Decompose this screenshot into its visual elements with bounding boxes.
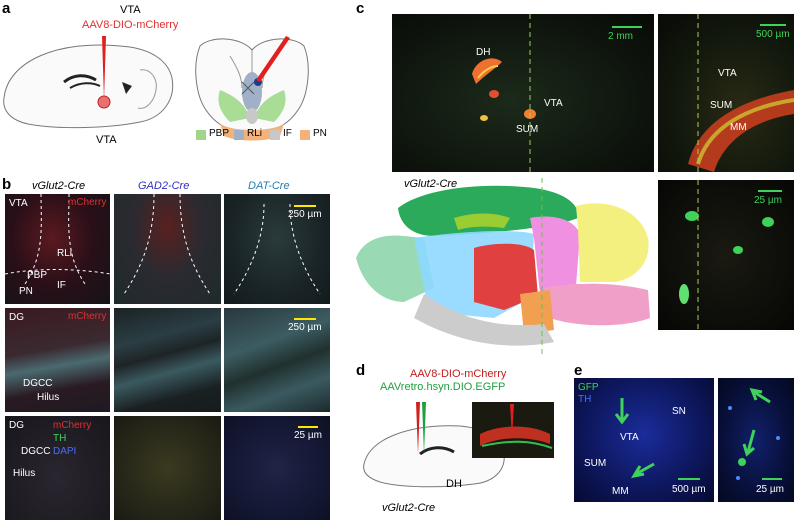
micrograph-c-detail: 25 µm — [658, 180, 794, 330]
column-header-vglut2: vGlut2-Cre — [32, 180, 86, 192]
b-region-pn: PN — [19, 286, 33, 297]
panel-a-virus: AAV8-DIO-mCherry — [82, 19, 179, 31]
c-label-sum: SUM — [516, 124, 539, 135]
micrograph-gad2-vta — [114, 194, 221, 304]
b-row1-stain: mCherry — [68, 197, 107, 208]
b-row2-region: DG — [9, 312, 24, 323]
b-row3-dgcc: DGCC — [21, 446, 51, 457]
panel-label-d: d — [356, 362, 366, 379]
c-label-dh: DH — [476, 47, 491, 58]
column-header-dat: DAT-Cre — [248, 180, 290, 192]
b-row1-scale: 250 µm — [288, 209, 322, 220]
c-label-vta: VTA — [544, 98, 563, 109]
b-row2-stain: mCherry — [68, 311, 107, 322]
panel-a-site-label: VTA — [96, 134, 117, 146]
e-stain-gfp: GFP — [578, 382, 599, 393]
micrograph-gad2-dg — [114, 308, 221, 412]
b-row3-scalebar — [298, 426, 318, 428]
d-site-label: DH — [446, 478, 462, 490]
b-row2-dgcc: DGCC — [23, 378, 53, 389]
c-zoom-label-vta: VTA — [718, 68, 737, 79]
panel-label-c: c — [356, 0, 365, 17]
micrograph-c-zoom: VTA SUM MM 500 µm — [658, 14, 794, 172]
b-row3-scale: 25 µm — [294, 430, 322, 441]
b-row2-scalebar — [294, 318, 316, 320]
column-header-gad2: GAD2-Cre — [138, 180, 190, 192]
e-stain-th: TH — [578, 394, 592, 405]
b-row2-hilus: Hilus — [37, 392, 60, 403]
micrograph-c-overview: DH VTA SUM 2 mm — [392, 14, 654, 172]
panel-a-title: VTA — [120, 4, 141, 16]
b-region-rli: RLi — [57, 248, 73, 259]
c-zoom-scale: 500 µm — [756, 29, 790, 40]
c-zoom-scalebar — [760, 24, 786, 26]
b-row1-region: VTA — [9, 198, 28, 209]
panel-label-b: b — [2, 176, 12, 193]
legend-label-rli: RLi — [247, 128, 263, 139]
b-row3-stain-th: TH — [53, 433, 67, 444]
e-label-sum: SUM — [584, 458, 607, 469]
c-zoom-label-sum: SUM — [710, 100, 733, 111]
e-label-sn: SN — [672, 406, 686, 417]
e-label-vta: VTA — [620, 432, 639, 443]
panel-label-a: a — [2, 0, 11, 17]
legend-swatch-if — [270, 130, 280, 140]
micrograph-dat-dg-th: 25 µm — [224, 416, 330, 520]
brain-atlas-sagittal — [356, 178, 650, 358]
e-label-mm: MM — [612, 486, 629, 497]
micrograph-gad2-dg-th — [114, 416, 221, 520]
micrograph-vglut2-dg-th: DG mCherry TH DAPI DGCC Hilus — [5, 416, 110, 520]
micrograph-vglut2-vta: VTA RLi PBP IF PN — [5, 194, 110, 304]
b-row1-scalebar — [294, 205, 316, 207]
e-scale-2: 25 µm — [756, 484, 784, 495]
e-overview-scalebar — [678, 478, 700, 480]
e-detail-scalebar — [762, 478, 782, 480]
micrograph-e-overview: GFP TH SN VTA SUM MM 500 µm — [574, 378, 714, 502]
legend-swatch-rli — [234, 130, 244, 140]
b-region-pbp: PBP — [27, 270, 48, 281]
legend-label-pn: PN — [313, 128, 327, 139]
c-zoom-label-mm: MM — [730, 122, 747, 133]
panel-label-e: e — [574, 362, 583, 379]
c-detail-scale: 25 µm — [754, 195, 782, 206]
b-row3-stain-mcherry: mCherry — [53, 420, 92, 431]
b-region-if: IF — [57, 280, 66, 291]
b-row3-stain-dapi: DAPI — [53, 446, 77, 457]
d-virus-2: AAVretro.hsyn.DIO.EGFP — [380, 381, 506, 393]
d-mouse-line: vGlut2-Cre — [382, 502, 436, 514]
micrograph-vglut2-dg: DG DGCC Hilus — [5, 308, 110, 412]
d-brain-schematic — [363, 402, 554, 488]
legend-swatch-pn — [300, 130, 310, 140]
c-atlas-label: vGlut2-Cre — [404, 178, 458, 190]
micrograph-e-detail: 25 µm — [718, 378, 794, 502]
b-row2-scale: 250 µm — [288, 322, 322, 333]
d-virus-1: AAV8-DIO-mCherry — [410, 368, 507, 380]
b-row3-hilus: Hilus — [13, 468, 36, 479]
micrograph-dat-dg: 250 µm — [224, 308, 330, 412]
region-legend: PBP RLi IF PN — [196, 128, 336, 142]
c-overview-scalebar — [612, 26, 642, 28]
micrograph-dat-vta: 250 µm — [224, 194, 330, 304]
legend-swatch-pbp — [196, 130, 206, 140]
e-scale-1: 500 µm — [672, 484, 706, 495]
b-row3-region: DG — [9, 420, 24, 431]
c-overview-scale: 2 mm — [608, 31, 633, 42]
legend-label-pbp: PBP — [209, 128, 230, 139]
c-detail-scalebar — [758, 190, 782, 192]
legend-label-if: IF — [283, 128, 292, 139]
